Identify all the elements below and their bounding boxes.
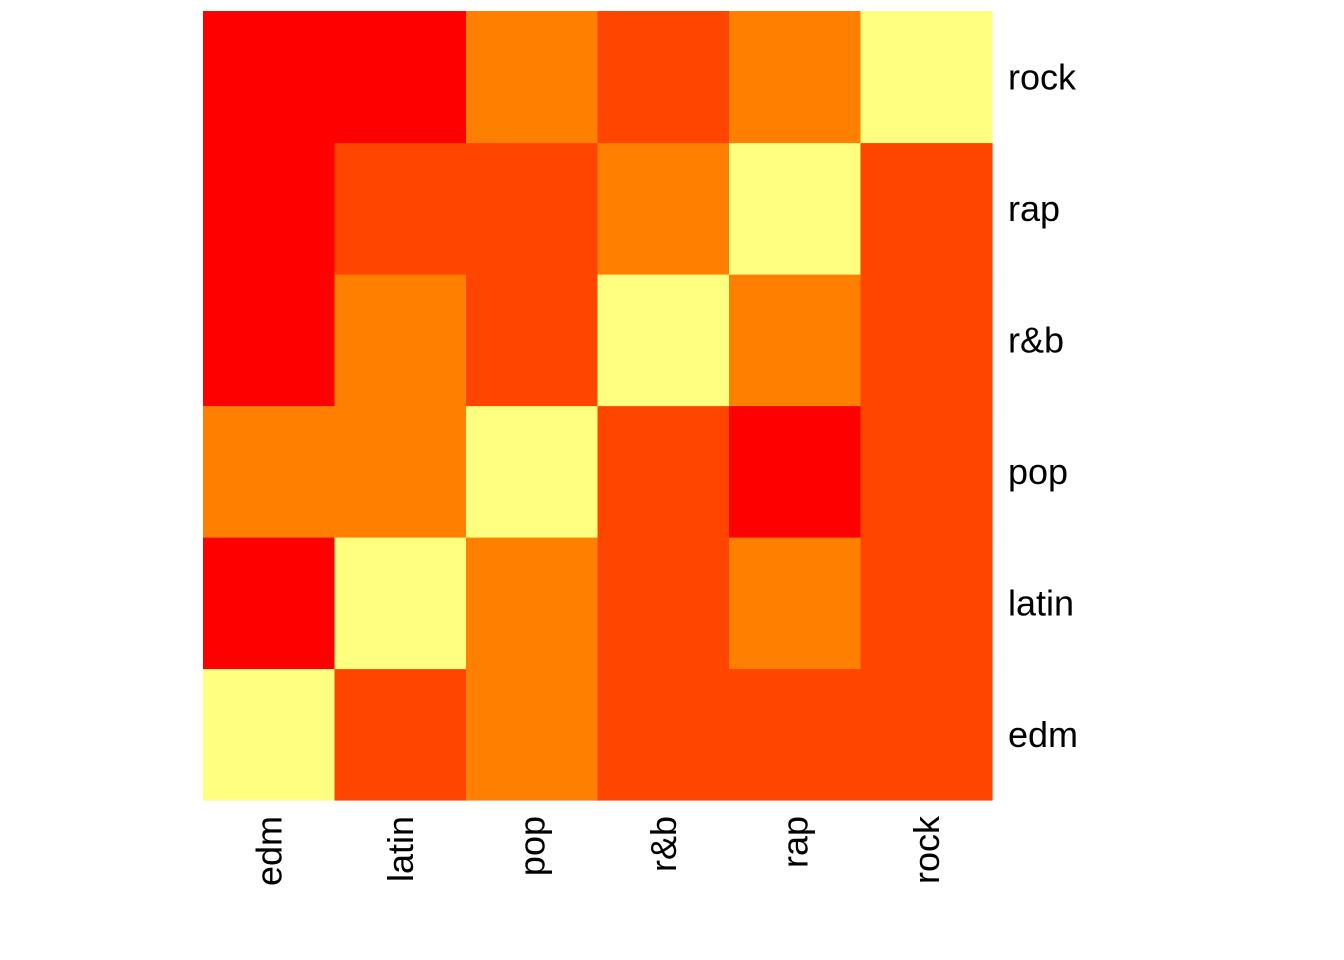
heatmap-cell-r&b-rap bbox=[729, 274, 862, 407]
heatmap-cell-rock-r&b bbox=[597, 11, 730, 144]
heatmap-cell-edm-edm bbox=[203, 668, 336, 801]
heatmap-cell-edm-rock bbox=[860, 668, 993, 801]
heatmap-cell-latin-rap bbox=[729, 537, 862, 670]
x-tick-label: rap bbox=[774, 816, 815, 868]
x-tick-label: edm bbox=[248, 816, 289, 886]
y-tick-label: rap bbox=[1008, 188, 1060, 229]
x-tick-label: r&b bbox=[643, 816, 684, 872]
heatmap-cell-pop-edm bbox=[203, 405, 336, 538]
y-tick-label: rock bbox=[1008, 56, 1077, 97]
heatmap-cell-rock-pop bbox=[466, 11, 599, 144]
heatmap-cell-pop-r&b bbox=[597, 405, 730, 538]
heatmap-cell-latin-edm bbox=[203, 537, 336, 670]
heatmap-cell-r&b-r&b bbox=[597, 274, 730, 407]
y-axis-labels: edm latin pop r&b rap rock bbox=[1008, 56, 1078, 755]
heatmap-cell-r&b-latin bbox=[334, 274, 467, 407]
heatmap-cell-rap-rap bbox=[729, 142, 862, 275]
heatmap-cell-rock-rap bbox=[729, 11, 862, 144]
heatmap-cell-rap-pop bbox=[466, 142, 599, 275]
heatmap-cell-pop-pop bbox=[466, 405, 599, 538]
heatmap-cell-edm-r&b bbox=[597, 668, 730, 801]
heatmap-cell-pop-latin bbox=[334, 405, 467, 538]
heatmap-cell-latin-latin bbox=[334, 537, 467, 670]
y-tick-label: r&b bbox=[1008, 319, 1064, 360]
heatmap-cell-rock-rock bbox=[860, 11, 993, 144]
heatmap-cell-r&b-rock bbox=[860, 274, 993, 407]
x-tick-label: latin bbox=[380, 816, 421, 882]
heatmap-cell-edm-rap bbox=[729, 668, 862, 801]
heatmap-cells bbox=[203, 11, 993, 801]
heatmap-cell-rap-edm bbox=[203, 142, 336, 275]
heatmap-cell-edm-latin bbox=[334, 668, 467, 801]
heatmap-cell-r&b-pop bbox=[466, 274, 599, 407]
heatmap-cell-pop-rap bbox=[729, 405, 862, 538]
x-tick-label: pop bbox=[511, 816, 552, 876]
y-tick-label: edm bbox=[1008, 714, 1078, 755]
heatmap-cell-latin-pop bbox=[466, 537, 599, 670]
heatmap-cell-rock-latin bbox=[334, 11, 467, 144]
x-tick-label: rock bbox=[906, 815, 947, 884]
y-tick-label: latin bbox=[1008, 582, 1074, 623]
heatmap-cell-rap-rock bbox=[860, 142, 993, 275]
heatmap-cell-rap-latin bbox=[334, 142, 467, 275]
heatmap-cell-latin-r&b bbox=[597, 537, 730, 670]
y-tick-label: pop bbox=[1008, 451, 1068, 492]
heatmap-cell-pop-rock bbox=[860, 405, 993, 538]
heatmap-cell-latin-rock bbox=[860, 537, 993, 670]
heatmap-cell-r&b-edm bbox=[203, 274, 336, 407]
heatmap-cell-edm-pop bbox=[466, 668, 599, 801]
x-axis-labels: edm latin pop r&b rap rock bbox=[248, 815, 947, 886]
heatmap-cell-rock-edm bbox=[203, 11, 336, 144]
heatmap-cell-rap-r&b bbox=[597, 142, 730, 275]
